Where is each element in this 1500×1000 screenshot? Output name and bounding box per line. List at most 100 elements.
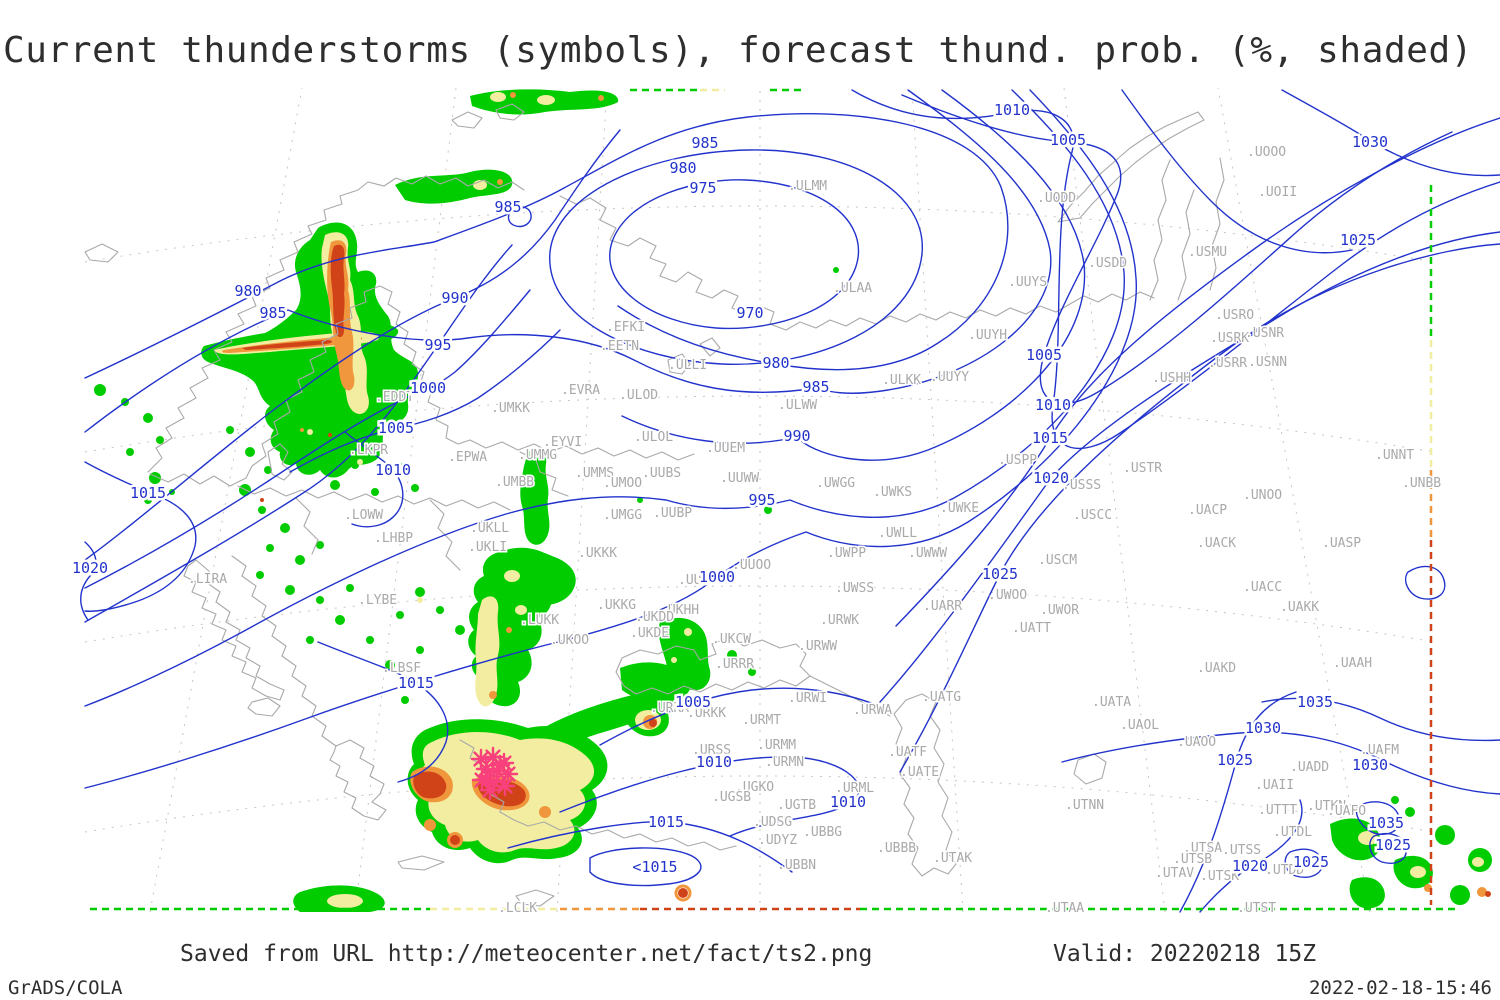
station-label: .UMBB: [495, 475, 534, 490]
station-label: .ULMM: [788, 179, 827, 194]
station-label: .URML: [835, 781, 874, 796]
isobar-label: 1010: [1035, 396, 1071, 414]
station-label: .UTKN: [1307, 799, 1346, 814]
station-label: .UKDE: [630, 626, 669, 641]
station-label: .URWI: [788, 691, 827, 706]
isobar-label: 1015: [130, 484, 166, 502]
station-label: .USNR: [1245, 326, 1284, 341]
isobar-label: 1025: [1375, 836, 1411, 854]
station-label: .EVRA: [561, 383, 600, 398]
station-label: .UUBS: [642, 466, 681, 481]
isobar-label: 1000: [699, 568, 735, 586]
isobar-label: 1035: [1368, 814, 1404, 832]
station-label: .USRO: [1215, 308, 1254, 323]
page-title: Current thunderstorms (symbols), forecas…: [3, 30, 1474, 71]
station-label: .UATG: [922, 690, 961, 705]
station-label: .URMN: [765, 755, 804, 770]
station-label: .UOOO: [1247, 145, 1286, 160]
isobar-label: 980: [234, 282, 261, 300]
station-label: .UGSB: [712, 790, 751, 805]
station-label: .UAFM: [1360, 743, 1399, 758]
station-label: .UODD: [1037, 191, 1076, 206]
station-label: .UAAH: [1333, 656, 1372, 671]
isobar-label: 1000: [410, 379, 446, 397]
isobar-label: 1030: [1245, 719, 1281, 737]
station-label: .UBBB: [877, 841, 916, 856]
station-label: .UKHH: [660, 603, 699, 618]
thunderstorm-symbols-layer: [470, 746, 519, 801]
station-label: .UWKE: [940, 501, 979, 516]
station-label: .UWKS: [873, 485, 912, 500]
station-label: .LYBE: [358, 593, 397, 608]
station-label: .UWOR: [1040, 603, 1079, 618]
generator-credit: GrADS/COLA: [8, 977, 123, 999]
station-label: .UAOO: [1177, 735, 1216, 750]
isobar-label: 1005: [378, 419, 414, 437]
isobar-label: 995: [424, 336, 451, 354]
station-label: .UACP: [1188, 503, 1227, 518]
station-label: .USCM: [1038, 553, 1077, 568]
isobar-label: 1005: [1050, 131, 1086, 149]
station-label: .UARR: [923, 599, 962, 614]
isobar-label: 1035: [1297, 693, 1333, 711]
station-label: .UOII: [1258, 185, 1297, 200]
station-label: .UWLL: [878, 526, 917, 541]
station-labels-layer: .ULMM .ULAA .EFKI .EETN .ULLI .EVRA .ULOD .ULWW…: [187, 144, 1443, 918]
station-label: .USHH: [1152, 371, 1191, 386]
station-label: .URSS: [692, 743, 731, 758]
station-label: .USRK: [1210, 331, 1249, 346]
isobar-label: <1015: [632, 858, 677, 876]
isobar-label: 985: [259, 304, 286, 322]
station-label: .UGKO: [735, 780, 774, 795]
isobar-label: 1015: [648, 813, 684, 831]
isobar-label: 1025: [1340, 231, 1376, 249]
station-label: .UMMG: [518, 448, 557, 463]
station-label: .UTTT: [1258, 803, 1297, 818]
station-label: .UAII: [1255, 778, 1294, 793]
station-label: .URWW: [798, 639, 837, 654]
station-label: .UUYY: [930, 370, 969, 385]
station-label: .UTSB: [1173, 852, 1212, 867]
station-label: .UTDD: [1265, 863, 1304, 878]
isobar-label: 1010: [830, 793, 866, 811]
station-label: .UDSG: [753, 815, 792, 830]
isobar-label: 970: [736, 304, 763, 322]
station-label: .UUEM: [706, 441, 745, 456]
station-label: .UBBN: [777, 858, 816, 873]
station-label: .USRR: [1208, 356, 1247, 371]
station-label: .UTSA: [1183, 841, 1222, 856]
thunderstorm-symbol: [470, 748, 492, 770]
station-label: .UUWW: [720, 471, 759, 486]
station-label: .UDYZ: [758, 833, 797, 848]
isobar-label: 985: [691, 134, 718, 152]
station-label: .USCC: [1073, 508, 1112, 523]
isobar-label: 990: [783, 427, 810, 445]
station-label: .UTST: [1237, 901, 1276, 916]
station-label: .URWK: [820, 613, 859, 628]
isobar-label: 1025: [982, 565, 1018, 583]
station-label: .UKKK: [578, 546, 617, 561]
isobar-label: 1005: [1026, 346, 1062, 364]
isobars-layer: [80, 89, 1500, 913]
thunderstorm-symbol: [489, 754, 511, 776]
isobar-label: 985: [494, 198, 521, 216]
thunderstorm-symbol: [479, 779, 501, 801]
station-label: .UKOO: [550, 633, 589, 648]
station-label: .LKPR: [349, 443, 388, 458]
isobar-label: 975: [689, 179, 716, 197]
station-label: .UASP: [1322, 536, 1361, 551]
station-label: .UTNN: [1065, 798, 1104, 813]
station-label: .UKLI: [468, 540, 507, 555]
isobar-label: 1015: [1032, 429, 1068, 447]
isobar-label: 980: [762, 354, 789, 372]
station-label: .UKDD: [635, 610, 674, 625]
station-label: .LUKK: [520, 613, 559, 628]
station-label: .USTR: [1123, 461, 1162, 476]
station-label: .UMKK: [491, 401, 530, 416]
station-label: .LBSF: [382, 661, 421, 676]
station-label: .LIRA: [188, 572, 227, 587]
station-label: .EETN: [600, 339, 639, 354]
coastlines-layer: [84, 103, 1225, 907]
